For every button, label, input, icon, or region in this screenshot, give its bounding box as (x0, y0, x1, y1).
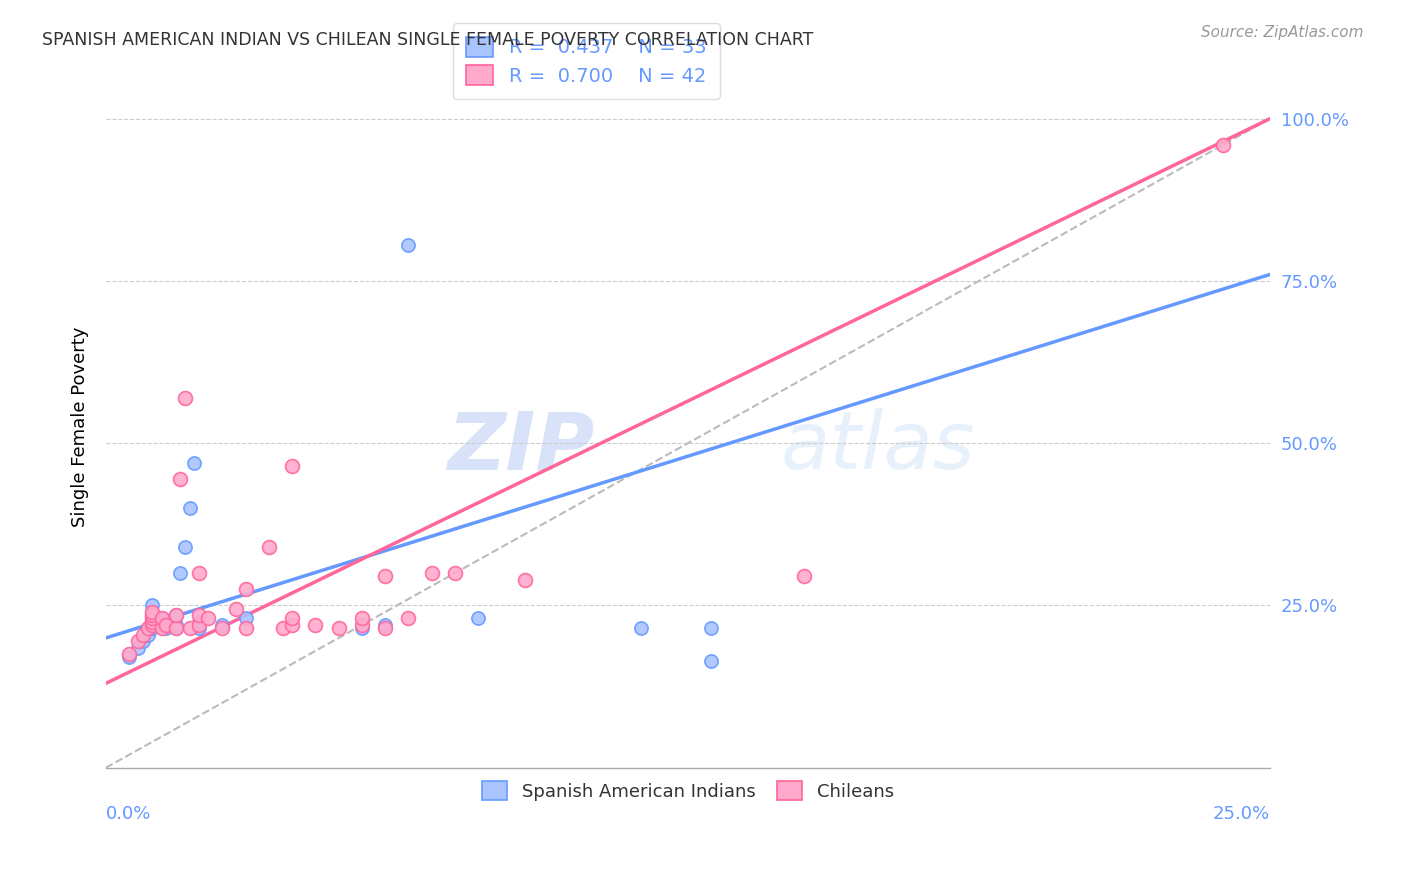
Point (174, 540, 197, 554)
Point (155, 621, 177, 635)
Point (467, 611, 489, 625)
Point (150, 621, 173, 635)
Point (188, 618, 211, 632)
Point (165, 608, 187, 623)
Point (1212, 137, 1234, 152)
Point (136, 621, 159, 635)
Point (165, 608, 187, 623)
Y-axis label: Single Female Poverty: Single Female Poverty (72, 326, 89, 527)
Point (420, 566, 443, 580)
Point (179, 621, 201, 635)
Point (281, 618, 304, 632)
Point (225, 601, 247, 615)
Point (235, 582, 257, 597)
Point (235, 621, 257, 635)
Point (165, 621, 187, 635)
Point (211, 621, 233, 635)
Point (155, 618, 177, 632)
Point (281, 611, 304, 625)
Point (257, 540, 280, 554)
Point (118, 647, 141, 661)
Point (271, 621, 294, 635)
Point (398, 238, 420, 252)
Point (211, 618, 233, 632)
Point (700, 654, 723, 668)
Point (374, 569, 396, 583)
Point (132, 634, 155, 648)
Text: SPANISH AMERICAN INDIAN VS CHILEAN SINGLE FEMALE POVERTY CORRELATION CHART: SPANISH AMERICAN INDIAN VS CHILEAN SINGL… (42, 31, 814, 49)
Text: Source: ZipAtlas.com: Source: ZipAtlas.com (1201, 25, 1364, 40)
Point (141, 615, 163, 629)
Point (350, 621, 373, 635)
Point (281, 458, 304, 473)
Point (197, 611, 219, 625)
Point (374, 618, 396, 632)
Point (141, 605, 163, 619)
Point (141, 618, 163, 632)
Point (128, 640, 150, 655)
Point (174, 391, 197, 405)
Point (350, 618, 373, 632)
Point (128, 634, 150, 648)
Point (328, 621, 350, 635)
Point (118, 650, 141, 665)
Point (179, 501, 201, 516)
Point (132, 628, 155, 642)
Point (169, 566, 191, 580)
Text: 25.0%: 25.0% (1212, 805, 1270, 823)
Point (350, 611, 373, 625)
Point (141, 608, 163, 623)
Point (700, 621, 723, 635)
Point (141, 621, 163, 635)
Point (188, 615, 211, 629)
Point (398, 611, 420, 625)
Point (141, 618, 163, 632)
Point (444, 566, 467, 580)
Point (793, 569, 815, 583)
Point (136, 628, 159, 642)
Point (155, 615, 177, 629)
Point (188, 621, 211, 635)
Point (141, 605, 163, 619)
Point (169, 472, 191, 486)
Point (513, 573, 536, 587)
Point (165, 621, 187, 635)
Point (165, 618, 187, 632)
Point (188, 566, 211, 580)
Point (141, 599, 163, 613)
Text: atlas: atlas (780, 409, 976, 486)
Point (183, 456, 205, 470)
Legend: Spanish American Indians, Chileans: Spanish American Indians, Chileans (472, 772, 903, 810)
Point (235, 611, 257, 625)
Text: ZIP: ZIP (447, 409, 595, 486)
Point (374, 621, 396, 635)
Point (304, 618, 326, 632)
Point (630, 621, 652, 635)
Point (141, 611, 163, 625)
Point (141, 615, 163, 629)
Point (150, 611, 173, 625)
Point (150, 618, 173, 632)
Point (141, 608, 163, 623)
Text: 0.0%: 0.0% (105, 805, 152, 823)
Point (150, 611, 173, 625)
Point (141, 611, 163, 625)
Point (188, 608, 211, 623)
